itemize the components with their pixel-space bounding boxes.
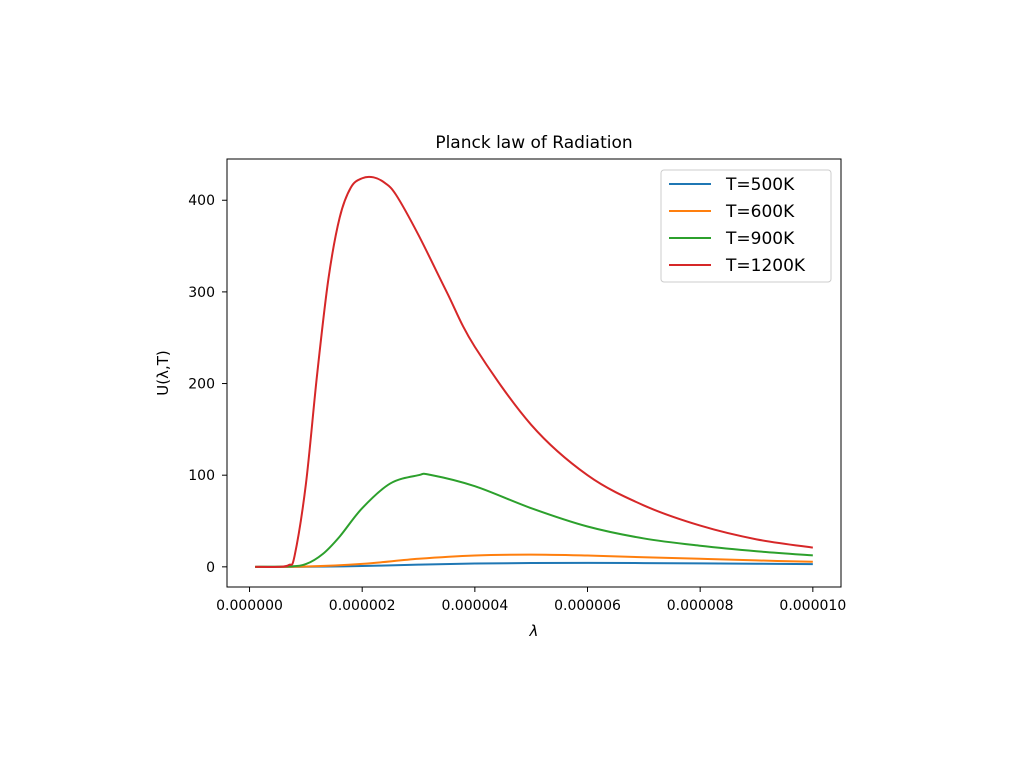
legend-label: T=1200K (725, 256, 806, 276)
legend-label: T=900K (725, 229, 795, 249)
y-tick-label: 0 (206, 560, 215, 576)
legend-label: T=500K (725, 175, 795, 195)
y-tick-label: 400 (188, 193, 215, 209)
y-tick-label: 300 (188, 285, 215, 301)
series-line-t-1200k (255, 175, 813, 568)
series-line-t-500k (255, 561, 813, 568)
y-tick-label: 100 (188, 468, 215, 484)
y-axis-ticks: 0 100 200 300 400 (188, 193, 227, 576)
plot-area-frame (226, 158, 842, 588)
legend-label: T=600K (725, 202, 795, 222)
legend: T=500K T=600K T=900K T=1200K (660, 169, 832, 283)
series-line-t-600k (255, 553, 813, 568)
series-group (255, 175, 813, 568)
y-axis-label: U(λ,T) (154, 350, 172, 396)
x-tick-label: 0.000008 (667, 598, 734, 614)
x-tick-label: 0.000006 (554, 598, 621, 614)
chart-title: Planck law of Radiation (435, 133, 632, 153)
x-axis-label: λ (529, 622, 539, 640)
series-line-t-900k (255, 472, 813, 568)
x-axis-ticks: 0.000000 0.000002 0.000004 0.000006 0.000008… (216, 587, 846, 614)
x-tick-label: 0.000010 (779, 598, 846, 614)
x-tick-label: 0.000000 (216, 598, 283, 614)
x-tick-label: 0.000002 (329, 598, 396, 614)
x-tick-label: 0.000004 (441, 598, 508, 614)
legend-frame (660, 169, 832, 283)
y-tick-label: 200 (188, 377, 215, 393)
